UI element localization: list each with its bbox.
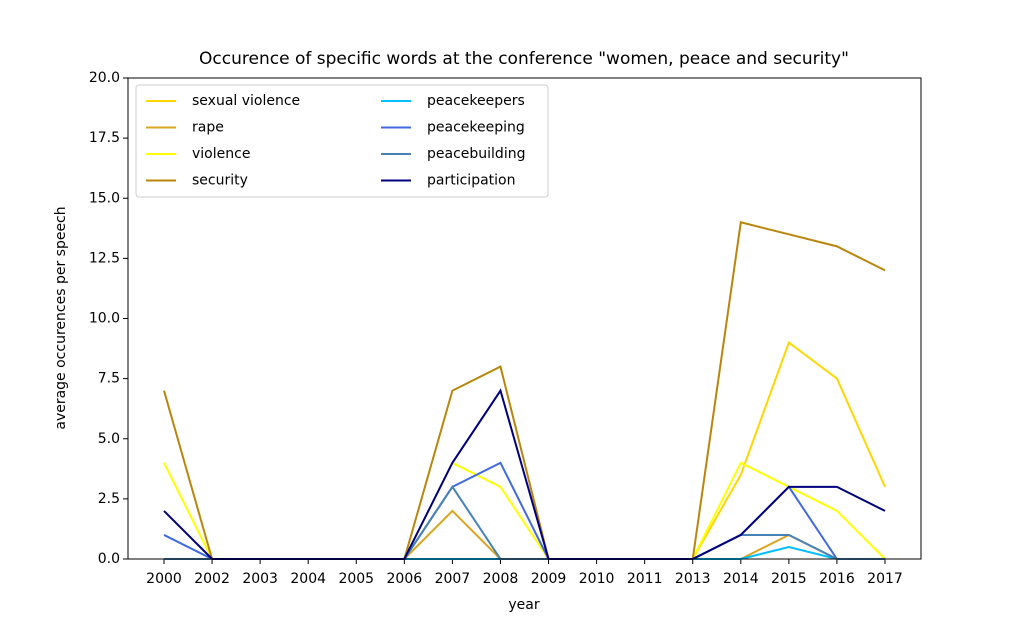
x-tick-label: 2007: [435, 571, 471, 587]
x-tick-label: 2013: [675, 571, 711, 587]
series-line: [163, 221, 886, 560]
y-tick-label: 12.5: [89, 250, 120, 266]
legend-label: peacebuilding: [427, 146, 525, 162]
x-tick-label: 2017: [867, 571, 903, 587]
y-tick-label: 7.5: [98, 371, 120, 387]
series-line: [164, 340, 886, 560]
x-tick-label: 2003: [242, 571, 278, 587]
x-tick-label: 2015: [771, 571, 807, 587]
x-tick-label: 2010: [579, 571, 615, 587]
x-tick-label: 2011: [627, 571, 663, 587]
y-tick-label: 0.0: [98, 551, 120, 567]
legend-label: rape: [192, 120, 224, 136]
y-tick-label: 2.5: [98, 491, 120, 507]
y-tick-label: 15.0: [89, 190, 120, 206]
y-axis-label: average occurences per speech: [53, 206, 69, 429]
x-tick-label: 2009: [531, 571, 567, 587]
plot-frame: [127, 77, 922, 560]
legend-label: violence: [192, 146, 250, 162]
x-tick-label: 2016: [819, 571, 855, 587]
legend-label: sexual violence: [192, 93, 300, 109]
legend-label: peacekeeping: [427, 120, 525, 136]
x-tick-label: 2006: [387, 571, 423, 587]
x-tick-label: 2014: [723, 571, 759, 587]
series-line: [164, 545, 885, 560]
x-tick-label: 2000: [146, 571, 182, 587]
legend-box: [135, 84, 549, 198]
y-tick-label: 5.0: [98, 431, 120, 447]
y-tick-label: 10.0: [89, 311, 120, 327]
legend-label: peacekeepers: [427, 93, 525, 109]
y-tick-label: 20.0: [89, 70, 120, 86]
x-tick-label: 2005: [338, 571, 374, 587]
x-tick-label: 2004: [290, 571, 326, 587]
chart-title: Occurence of specific words at the confe…: [199, 49, 849, 69]
x-axis-label: year: [508, 597, 539, 613]
legend: sexual violence rape violence security peace…: [135, 84, 549, 198]
legend-label: security: [192, 173, 248, 189]
legend-label: participation: [427, 173, 515, 189]
series-line: [163, 388, 886, 560]
x-tick-label: 2002: [194, 571, 230, 587]
x-tick-label: 2008: [483, 571, 519, 587]
y-tick-label: 17.5: [89, 130, 120, 146]
